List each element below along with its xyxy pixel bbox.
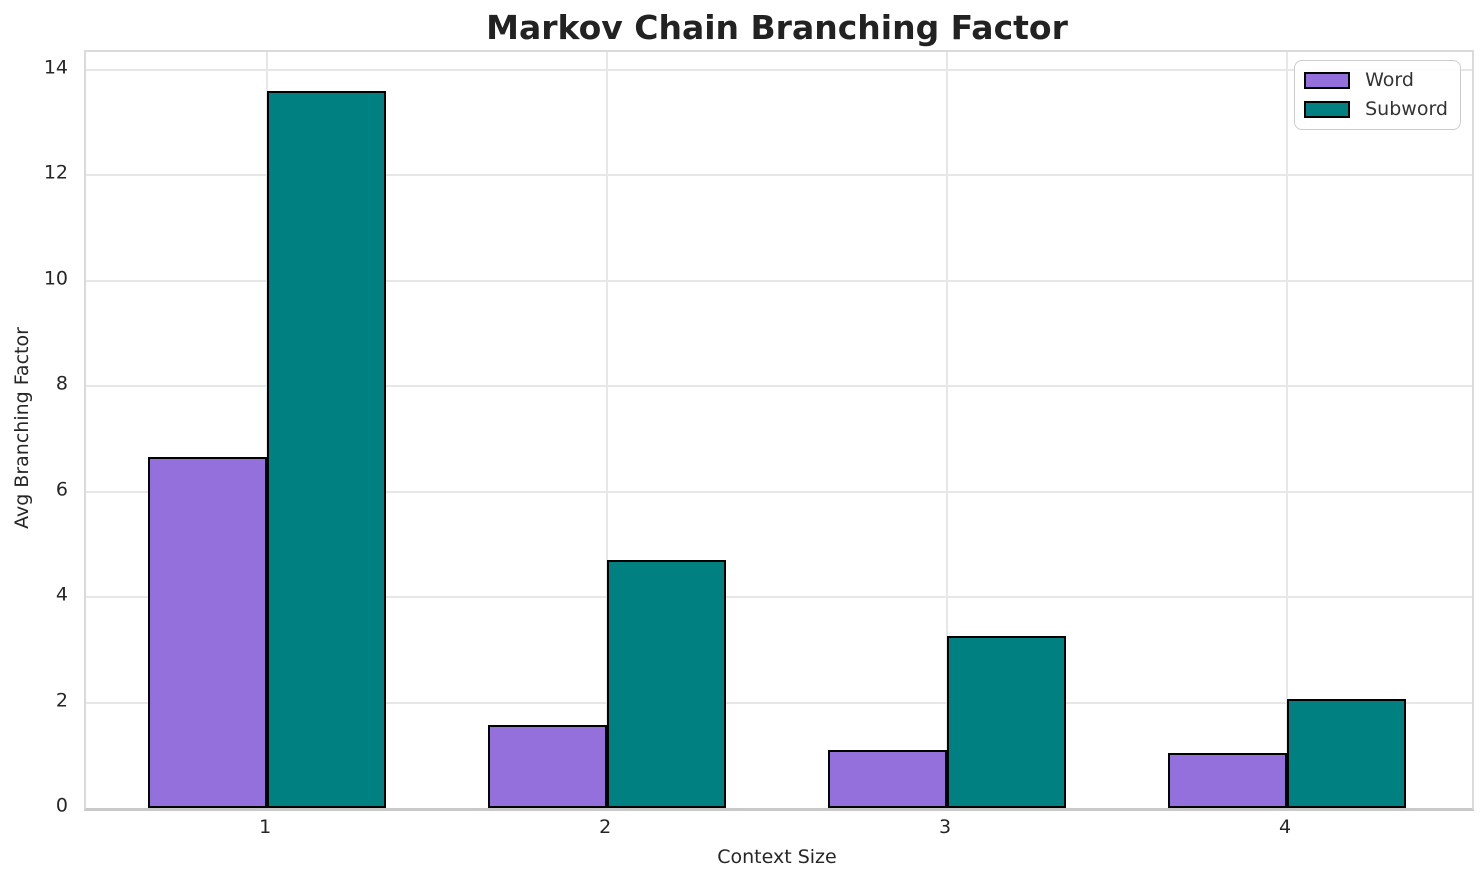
legend-label-subword: Subword — [1365, 97, 1448, 120]
y-tick-label-4: 4 — [55, 583, 68, 606]
chart-title: Markov Chain Branching Factor — [486, 8, 1068, 47]
y-tick-label-10: 10 — [43, 267, 68, 290]
x-axis-title: Context Size — [717, 846, 837, 868]
h-gridline-2 — [86, 701, 1472, 704]
x-tick-label-1: 1 — [259, 816, 272, 838]
h-gridline-14 — [86, 68, 1472, 71]
y-tick-label-8: 8 — [55, 372, 68, 395]
x-tick-label-3: 3 — [939, 816, 952, 838]
v-gridline-4 — [1286, 52, 1289, 808]
legend-item-word: Word — [1304, 69, 1448, 92]
y-tick-label-2: 2 — [55, 689, 68, 712]
v-gridline-2 — [606, 52, 609, 808]
h-gridline-6 — [86, 490, 1472, 493]
x-tick-label-2: 2 — [599, 816, 612, 838]
word-swatch-icon — [1304, 71, 1351, 89]
bar-word-1 — [148, 457, 268, 808]
bar-subword-1 — [267, 91, 387, 808]
bar-word-2 — [488, 725, 608, 808]
x-tick-label-4: 4 — [1279, 816, 1292, 838]
y-tick-label-6: 6 — [55, 478, 68, 501]
y-axis-tick-labels: 0 2 4 6 8 10 12 14 — [0, 50, 68, 815]
bar-subword-4 — [1287, 699, 1407, 808]
x-axis-tick-labels: 1 2 3 4 — [84, 816, 1470, 844]
bar-subword-2 — [607, 560, 727, 808]
h-gridline-10 — [86, 279, 1472, 282]
y-tick-label-0: 0 — [55, 794, 68, 817]
plot-area: Word Subword — [84, 50, 1474, 811]
legend-item-subword: Subword — [1304, 98, 1448, 121]
h-gridline-4 — [86, 596, 1472, 599]
y-tick-label-14: 14 — [43, 56, 68, 79]
bar-word-3 — [828, 750, 948, 808]
h-gridline-12 — [86, 174, 1472, 177]
y-tick-label-12: 12 — [43, 161, 68, 184]
legend-label-word: Word — [1365, 69, 1414, 91]
bar-word-4 — [1168, 753, 1288, 808]
subword-swatch-icon — [1304, 100, 1351, 118]
h-gridline-8 — [86, 385, 1472, 388]
v-gridline-3 — [946, 52, 949, 808]
legend: Word Subword — [1294, 60, 1461, 130]
bar-subword-3 — [947, 636, 1067, 808]
